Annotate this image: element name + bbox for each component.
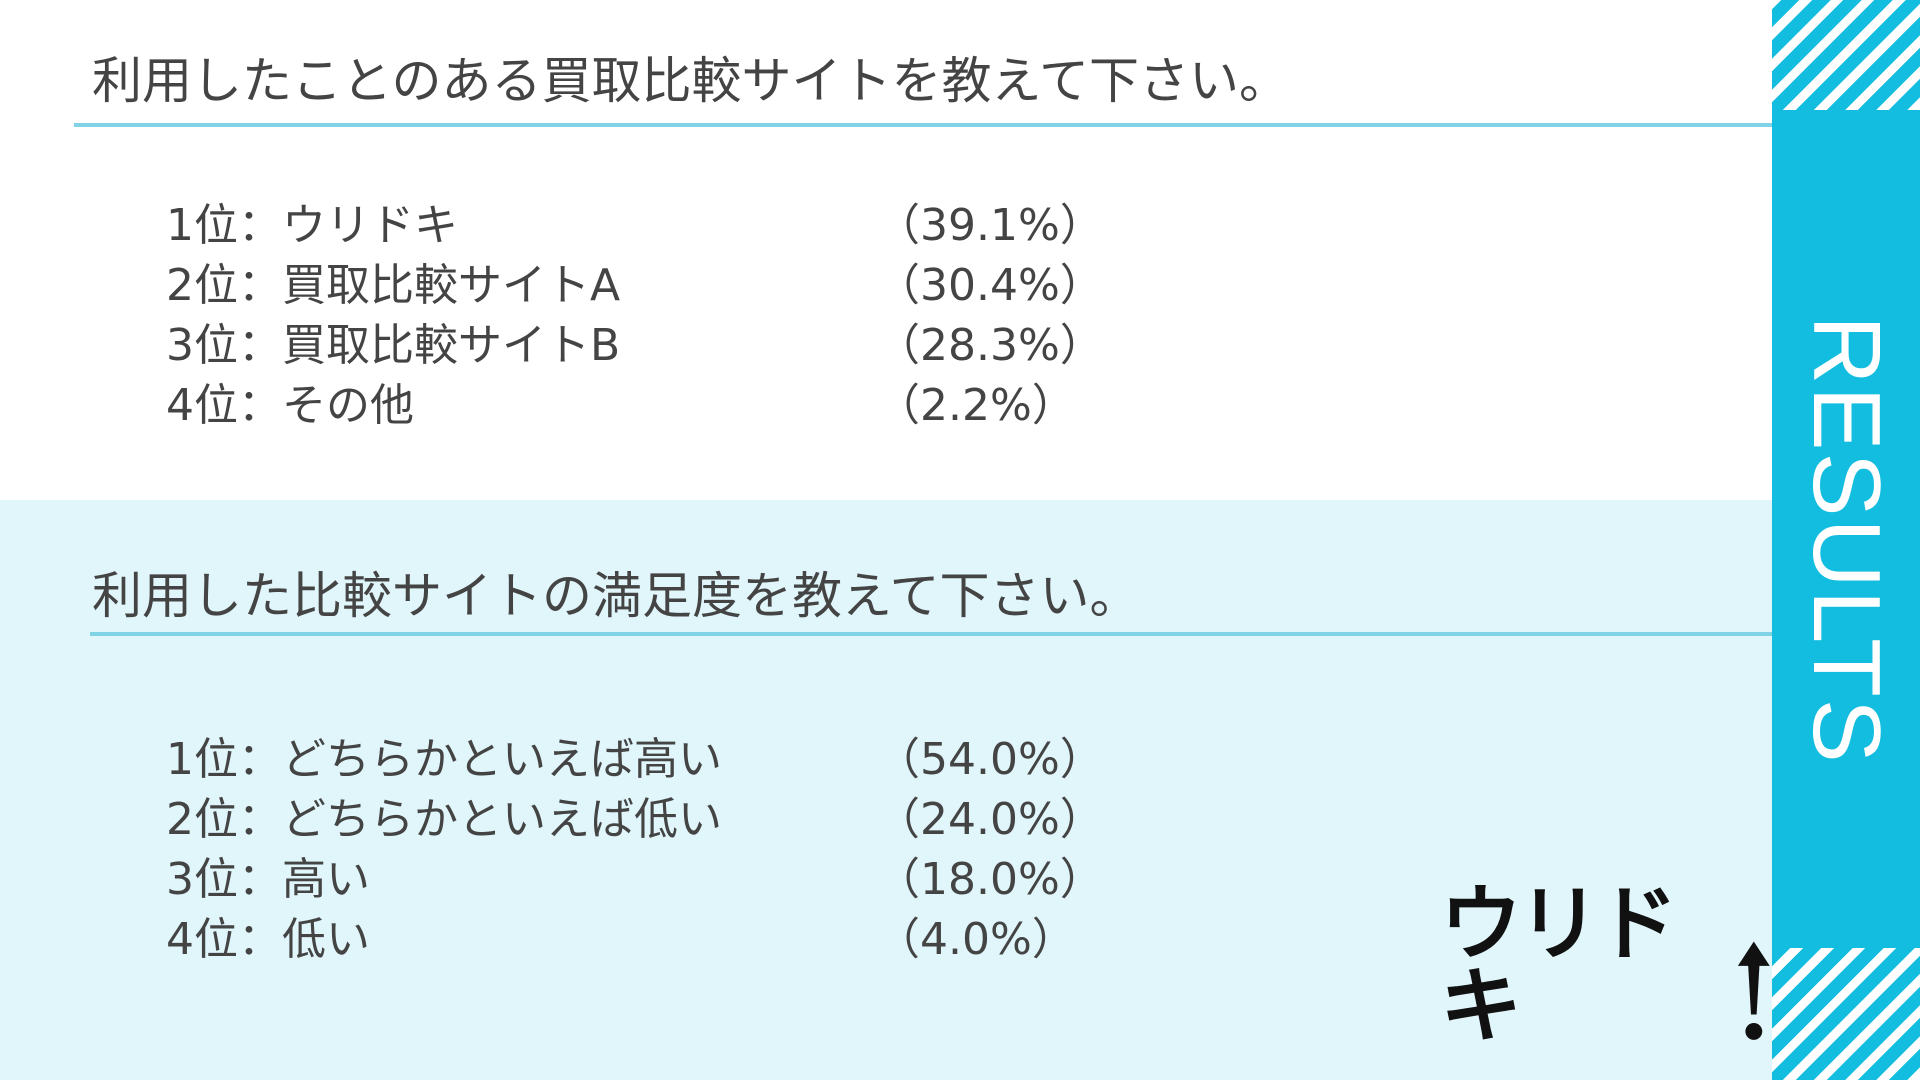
result-label: 3位：高い [166,854,370,905]
result-row: 2位：買取比較サイトA （30.4%） [166,256,1104,316]
question-section-1: 利用したことのある買取比較サイトを教えて下さい。 1位：ウリドキ （39.1%）… [0,0,1772,500]
question-1-divider [74,123,1772,127]
results-label: RESULTS [1793,315,1900,765]
result-percent: （24.0%） [876,794,1104,845]
result-row: 1位：ウリドキ （39.1%） [166,196,1104,256]
logo-text: ウリドキ [1440,877,1678,1054]
result-percent: （54.0%） [876,734,1104,785]
result-row: 2位：どちらかといえば低い （24.0%） [166,790,1104,850]
result-row: 3位：高い （18.0%） [166,850,1104,910]
stripe-decoration-top [1772,0,1920,110]
result-label: 2位：どちらかといえば低い [166,794,722,845]
result-percent: （4.0%） [876,914,1076,965]
result-percent: （2.2%） [876,380,1076,431]
result-row: 3位：買取比較サイトB （28.3%） [166,316,1104,376]
results-sidebar: RESULTS [1772,0,1920,1080]
result-percent: （28.3%） [876,320,1104,371]
result-label: 4位：低い [166,914,370,965]
result-row: 4位：低い （4.0%） [166,910,1076,970]
result-label: 4位：その他 [166,380,414,431]
result-percent: （30.4%） [876,260,1104,311]
slide-main: 利用したことのある買取比較サイトを教えて下さい。 1位：ウリドキ （39.1%）… [0,0,1772,1080]
question-1-results: 1位：ウリドキ （39.1%） 2位：買取比較サイトA （30.4%） 3位：買… [166,196,1104,436]
uridoki-logo: ウリドキ [1440,884,1772,1048]
result-row: 1位：どちらかといえば高い （54.0%） [166,730,1104,790]
result-label: 1位：どちらかといえば高い [166,734,722,785]
question-section-2: 利用した比較サイトの満足度を教えて下さい。 1位：どちらかといえば高い （54.… [0,500,1772,1080]
stripe-decoration-bottom [1772,948,1920,1080]
question-2-results: 1位：どちらかといえば高い （54.0%） 2位：どちらかといえば低い （24.… [166,730,1104,970]
result-label: 2位：買取比較サイトA [166,260,621,311]
result-label: 1位：ウリドキ [166,200,458,251]
question-1-title: 利用したことのある買取比較サイトを教えて下さい。 [92,52,1289,110]
result-percent: （18.0%） [876,854,1104,905]
exclamation-arrow-icon [1738,941,1771,1040]
question-2-title: 利用した比較サイトの満足度を教えて下さい。 [92,567,1140,625]
result-label: 3位：買取比較サイトB [166,320,621,371]
result-percent: （39.1%） [876,200,1104,251]
result-row: 4位：その他 （2.2%） [166,376,1076,436]
question-2-divider [90,632,1772,636]
